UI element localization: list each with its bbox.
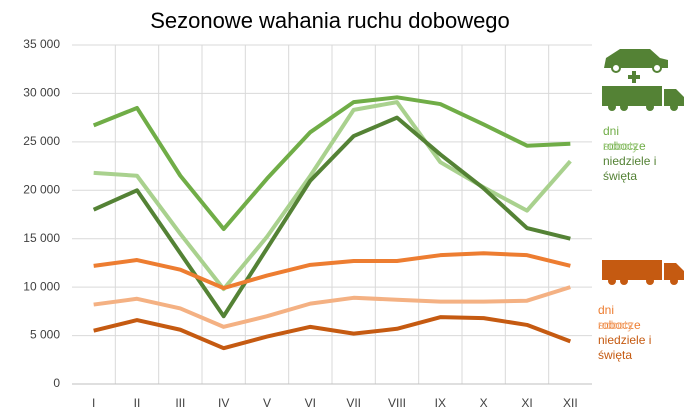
x-tick-label: IV — [218, 396, 229, 410]
legend-label: dni robocze — [598, 303, 641, 332]
chart-title: Sezonowe wahania ruchu dobowego — [150, 8, 510, 33]
y-tick-label: 15 000 — [23, 231, 60, 245]
legend-label: dni robocze — [603, 124, 646, 153]
y-tick-label: 25 000 — [23, 134, 60, 148]
y-tick-label: 10 000 — [23, 279, 60, 293]
x-tick-label: I — [92, 396, 95, 410]
x-tick-label: X — [480, 396, 488, 410]
x-tick-label: VIII — [388, 396, 406, 410]
legend-label: niedziele i święta — [598, 333, 652, 362]
x-tick-label: V — [263, 396, 271, 410]
y-tick-label: 5 000 — [30, 328, 60, 342]
series-line — [93, 251, 571, 291]
x-tick-label: III — [175, 396, 185, 410]
x-tick-label: XI — [521, 396, 532, 410]
series-line — [93, 100, 572, 292]
series-line — [93, 285, 571, 329]
y-tick-label: 30 000 — [23, 86, 60, 100]
car-icon — [604, 49, 668, 83]
y-tick-label: 20 000 — [23, 182, 60, 196]
legend-label: soboty — [598, 318, 634, 332]
x-tick-label: IX — [435, 396, 446, 410]
truck-icon — [602, 86, 684, 111]
series-line — [92, 115, 571, 319]
legend-label: niedziele i święta — [603, 154, 657, 183]
series-line — [93, 315, 572, 351]
x-tick-label: II — [134, 396, 141, 410]
x-tick-label: XII — [563, 396, 578, 410]
truck-icon — [602, 260, 684, 285]
series-line — [92, 95, 571, 232]
x-tick-label: VI — [305, 396, 316, 410]
y-tick-label: 35 000 — [23, 37, 60, 51]
y-tick-label: 0 — [53, 376, 60, 390]
legend-label: soboty — [603, 139, 639, 153]
x-tick-label: VII — [346, 396, 361, 410]
